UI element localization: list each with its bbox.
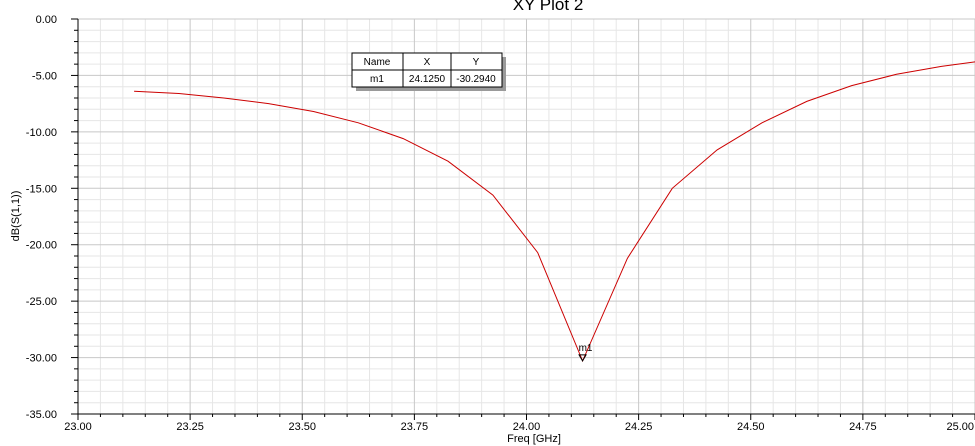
grid bbox=[77, 18, 975, 415]
chart-title: XY Plot 2 bbox=[513, 0, 584, 14]
marker: m1 bbox=[578, 343, 593, 362]
series bbox=[134, 61, 975, 363]
x-tick-label: 23.75 bbox=[401, 421, 429, 433]
y-tick-label: -15.00 bbox=[26, 183, 57, 195]
y-tick-label: 0.00 bbox=[36, 14, 57, 26]
y-tick-label: -5.00 bbox=[32, 70, 57, 82]
y-tick-label: -35.00 bbox=[26, 409, 57, 421]
table-cell-y: -30.2940 bbox=[456, 74, 496, 85]
y-tick-label: -10.00 bbox=[26, 127, 57, 139]
axes bbox=[71, 18, 975, 420]
x-tick-label: 23.50 bbox=[288, 421, 316, 433]
x-tick-label: 24.25 bbox=[625, 421, 653, 433]
y-axis-label: dB(S(1,1)) bbox=[10, 191, 22, 242]
y-tick-label: -20.00 bbox=[26, 240, 57, 252]
marker-m1-label: m1 bbox=[579, 343, 593, 354]
tick-labels: 0.00 -5.00 -10.00 -15.00 -20.00 -25.00 -30.00 -… bbox=[26, 14, 974, 433]
marker-table[interactable]: Name X Y m1 24.1250 -30.2940 bbox=[351, 52, 506, 91]
table-header-y: Y bbox=[473, 57, 480, 68]
marker-m1-triangle bbox=[578, 354, 587, 362]
x-tick-label: 24.00 bbox=[513, 421, 541, 433]
table-cell-name: m1 bbox=[370, 74, 384, 85]
table-header-x: X bbox=[424, 57, 431, 68]
x-axis-label: Freq [GHz] bbox=[507, 433, 561, 445]
table-cell-x: 24.1250 bbox=[409, 74, 446, 85]
x-tick-label: 23.00 bbox=[64, 421, 92, 433]
x-tick-label: 25.00 bbox=[946, 421, 974, 433]
x-tick-label: 24.75 bbox=[849, 421, 877, 433]
y-tick-label: -30.00 bbox=[26, 353, 57, 365]
series-line bbox=[134, 61, 975, 363]
y-tick-label: -25.00 bbox=[26, 296, 57, 308]
x-tick-label: 23.25 bbox=[176, 421, 204, 433]
table-header-name: Name bbox=[364, 57, 391, 68]
x-tick-label: 24.50 bbox=[737, 421, 765, 433]
